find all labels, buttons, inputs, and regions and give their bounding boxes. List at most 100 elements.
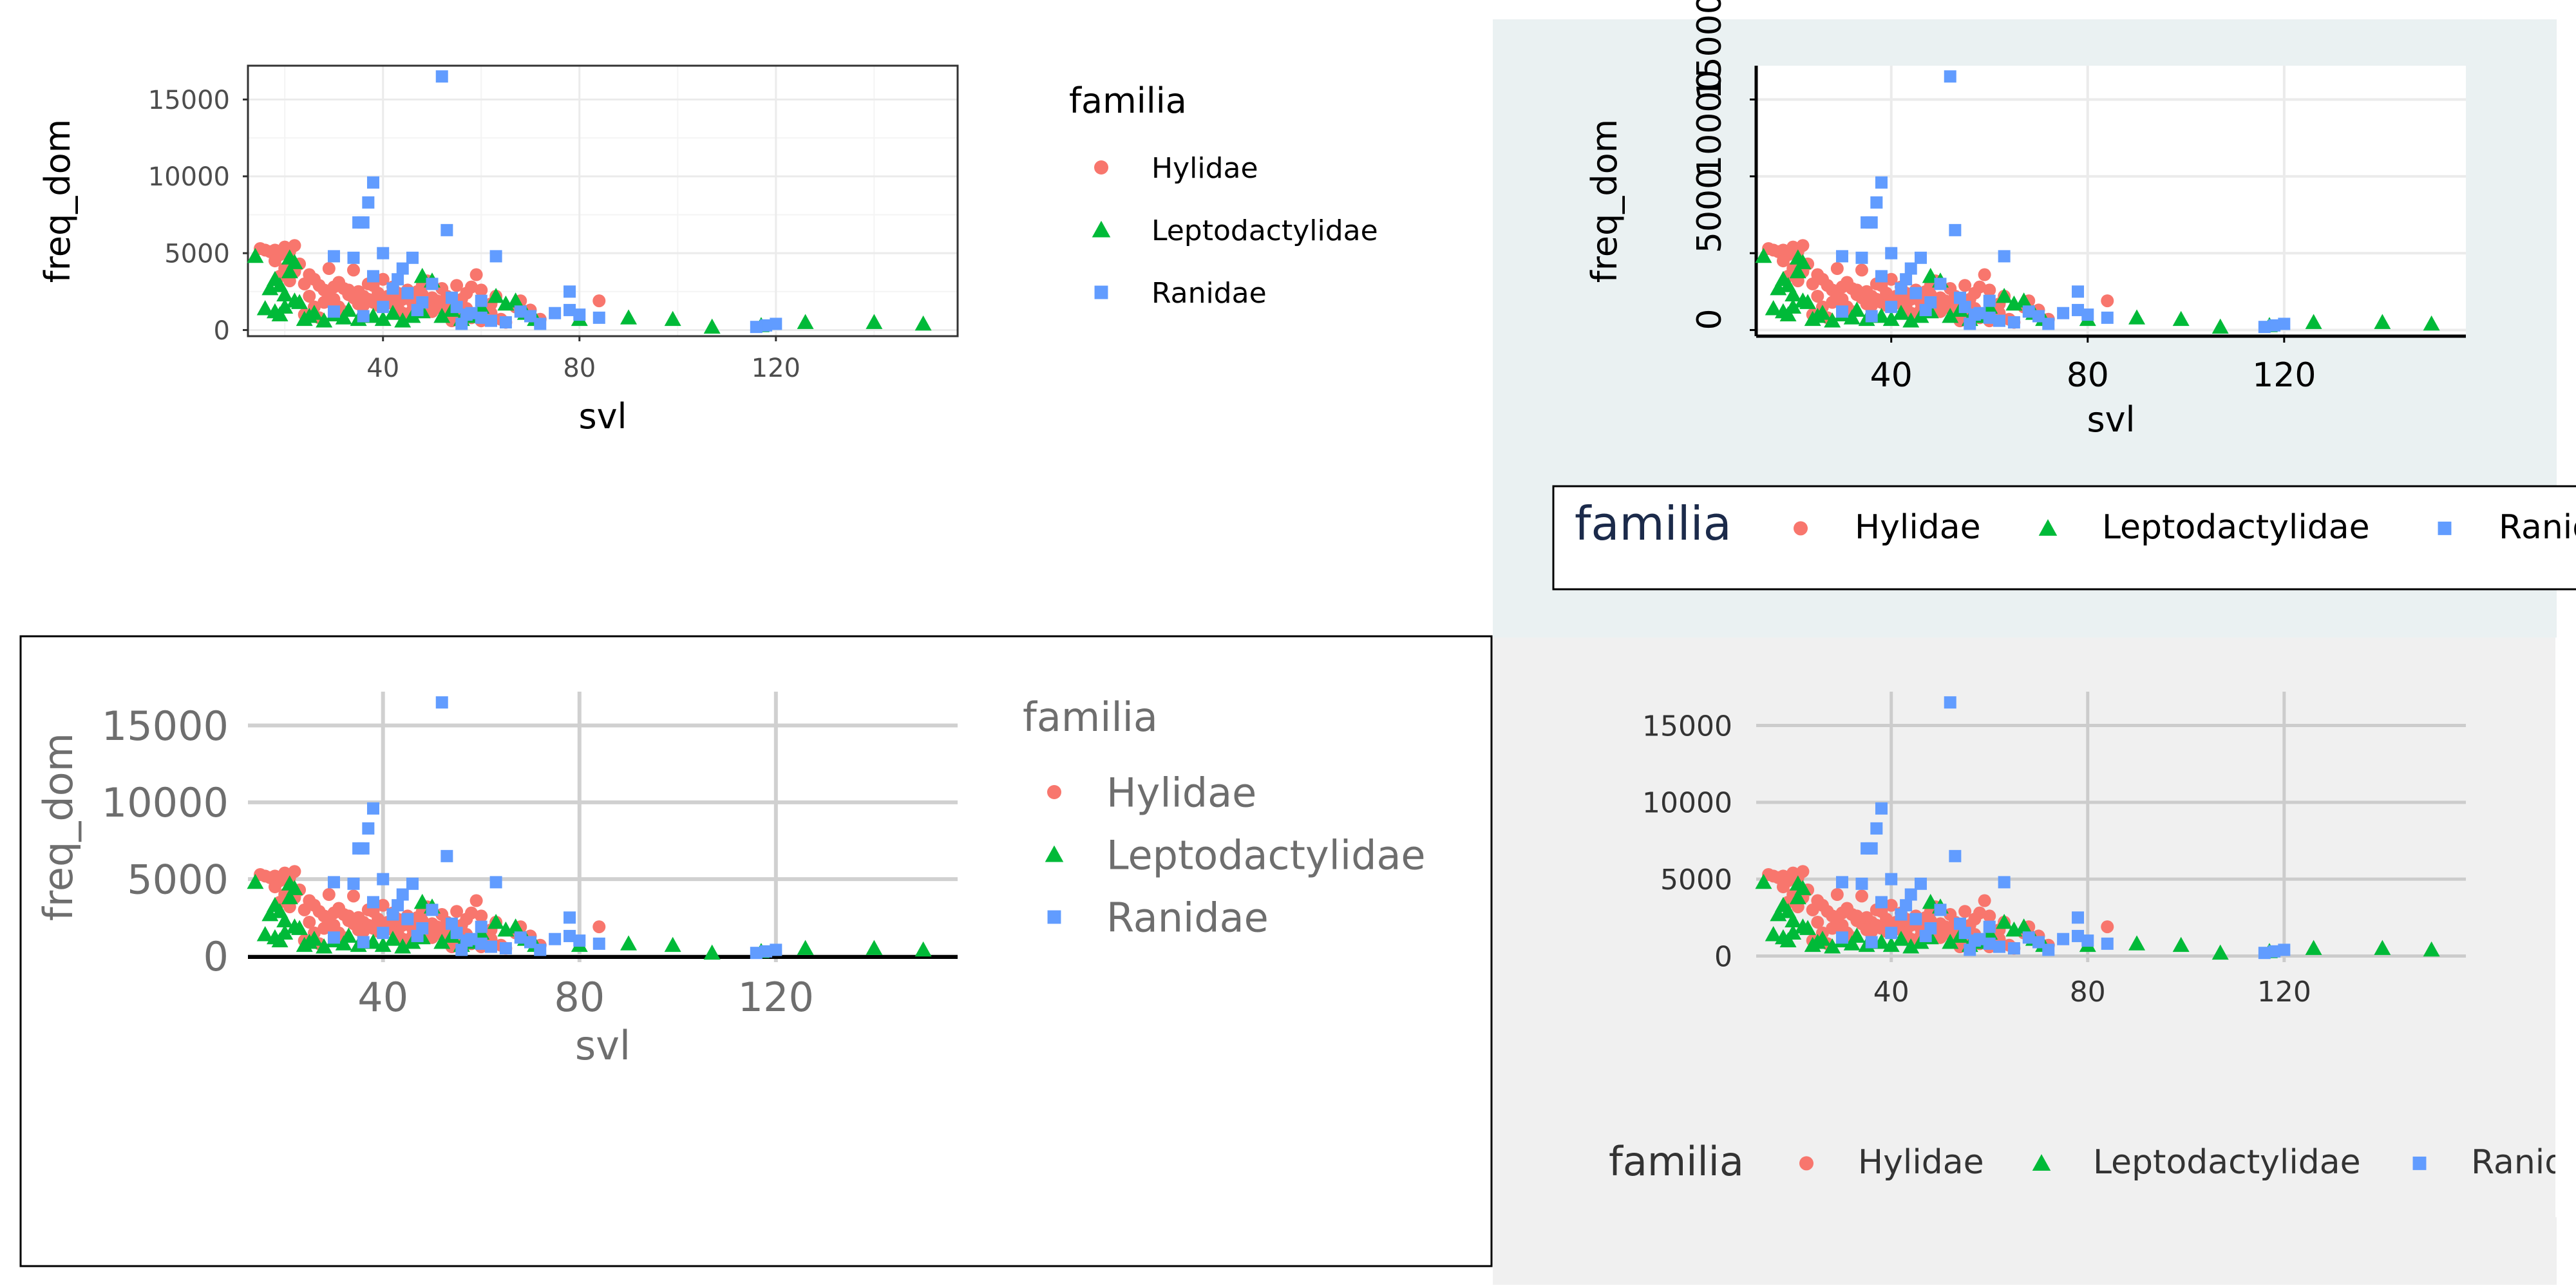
x-tick-label: 80 <box>2067 356 2109 395</box>
legend-label: Hylidae <box>1106 769 1256 816</box>
data-point <box>1993 940 2006 953</box>
data-point <box>2101 937 2114 950</box>
data-point <box>357 310 370 323</box>
data-point <box>281 875 298 891</box>
data-point <box>1870 196 1883 209</box>
data-point <box>592 937 605 950</box>
legend-label: Hylidae <box>1151 152 1258 185</box>
data-point <box>450 905 464 918</box>
data-point <box>425 291 439 305</box>
data-point <box>1919 303 1932 316</box>
data-point <box>2423 315 2440 331</box>
data-point <box>2032 936 2045 949</box>
data-point <box>1870 822 1883 835</box>
data-point <box>1895 908 1908 921</box>
data-point <box>1835 931 1848 944</box>
data-point <box>460 287 473 300</box>
x-axis-title: svl <box>578 396 627 437</box>
data-point <box>281 263 298 279</box>
legend: familia Hylidae Leptodactylidae Ranidae <box>1069 80 1378 310</box>
data-point <box>2128 309 2146 325</box>
data-point <box>445 917 458 930</box>
data-point <box>440 223 453 236</box>
data-point <box>1794 292 1812 308</box>
data-point <box>455 943 468 956</box>
data-point <box>435 70 448 83</box>
y-tick-label: 0 <box>1690 308 1729 330</box>
data-point <box>703 318 721 334</box>
data-point <box>1904 888 1917 901</box>
data-point <box>347 877 360 890</box>
data-point <box>1933 305 1947 318</box>
data-point <box>362 196 375 209</box>
data-point <box>1978 894 1991 907</box>
data-point <box>514 305 527 318</box>
x-tick-label: 40 <box>366 354 399 383</box>
data-point <box>1884 272 1898 286</box>
data-point <box>376 898 390 912</box>
data-point <box>347 251 360 264</box>
data-point <box>1855 889 1868 903</box>
series-ranidae <box>327 696 782 960</box>
data-point <box>1875 270 1888 283</box>
data-point <box>1850 283 1864 297</box>
data-point <box>1796 865 1810 878</box>
data-point <box>316 312 333 328</box>
data-point <box>396 262 409 275</box>
data-point <box>2101 920 2114 934</box>
y-tick-label: 5000 <box>1690 168 1729 253</box>
y-tick-label: 5000 <box>164 240 230 269</box>
data-point <box>305 931 323 946</box>
data-point <box>1914 251 1927 264</box>
data-point <box>1811 915 1824 929</box>
data-point <box>1885 927 1898 940</box>
legend-key <box>2438 521 2452 535</box>
y-tick-label: 5000 <box>1660 864 1732 896</box>
legend-key <box>1047 785 1061 799</box>
data-point <box>366 896 379 909</box>
data-point <box>366 802 379 815</box>
data-point <box>271 932 289 947</box>
data-point <box>2072 929 2085 942</box>
data-point <box>1914 877 1927 890</box>
data-point <box>394 938 412 954</box>
data-point <box>2374 314 2391 329</box>
data-point <box>425 931 439 944</box>
series-ranidae <box>1835 696 2291 960</box>
data-point <box>362 822 375 835</box>
data-point <box>507 918 524 934</box>
data-point <box>534 943 547 956</box>
data-point <box>335 935 352 951</box>
y-tick-label: 0 <box>1714 940 1732 973</box>
legend-label: Leptodactylidae <box>2093 1143 2361 1182</box>
data-point <box>2101 294 2114 308</box>
data-point <box>1789 249 1806 265</box>
data-point <box>1765 300 1782 316</box>
legend-box <box>1552 485 2576 591</box>
data-point <box>342 283 355 297</box>
x-axis-title: svl <box>2087 399 2135 440</box>
x-tick-label: 120 <box>752 354 800 383</box>
data-point <box>342 909 355 923</box>
data-point <box>455 317 468 330</box>
data-point <box>286 918 303 934</box>
y-axis-title: freq_dom <box>1584 119 1625 283</box>
data-point <box>1964 317 1976 330</box>
data-point <box>327 305 340 318</box>
data-point <box>384 931 401 946</box>
data-point <box>2022 931 2035 944</box>
data-point <box>346 263 360 277</box>
data-point <box>327 931 340 944</box>
legend-label: Leptodactylidae <box>2102 508 2370 547</box>
plot-border <box>247 64 959 337</box>
data-point <box>346 889 360 903</box>
data-point <box>1978 268 1991 281</box>
data-point <box>2211 944 2229 960</box>
data-point <box>303 289 316 303</box>
data-point <box>1835 250 1848 263</box>
data-point <box>401 913 414 925</box>
data-point <box>288 865 301 878</box>
data-point <box>425 305 439 318</box>
